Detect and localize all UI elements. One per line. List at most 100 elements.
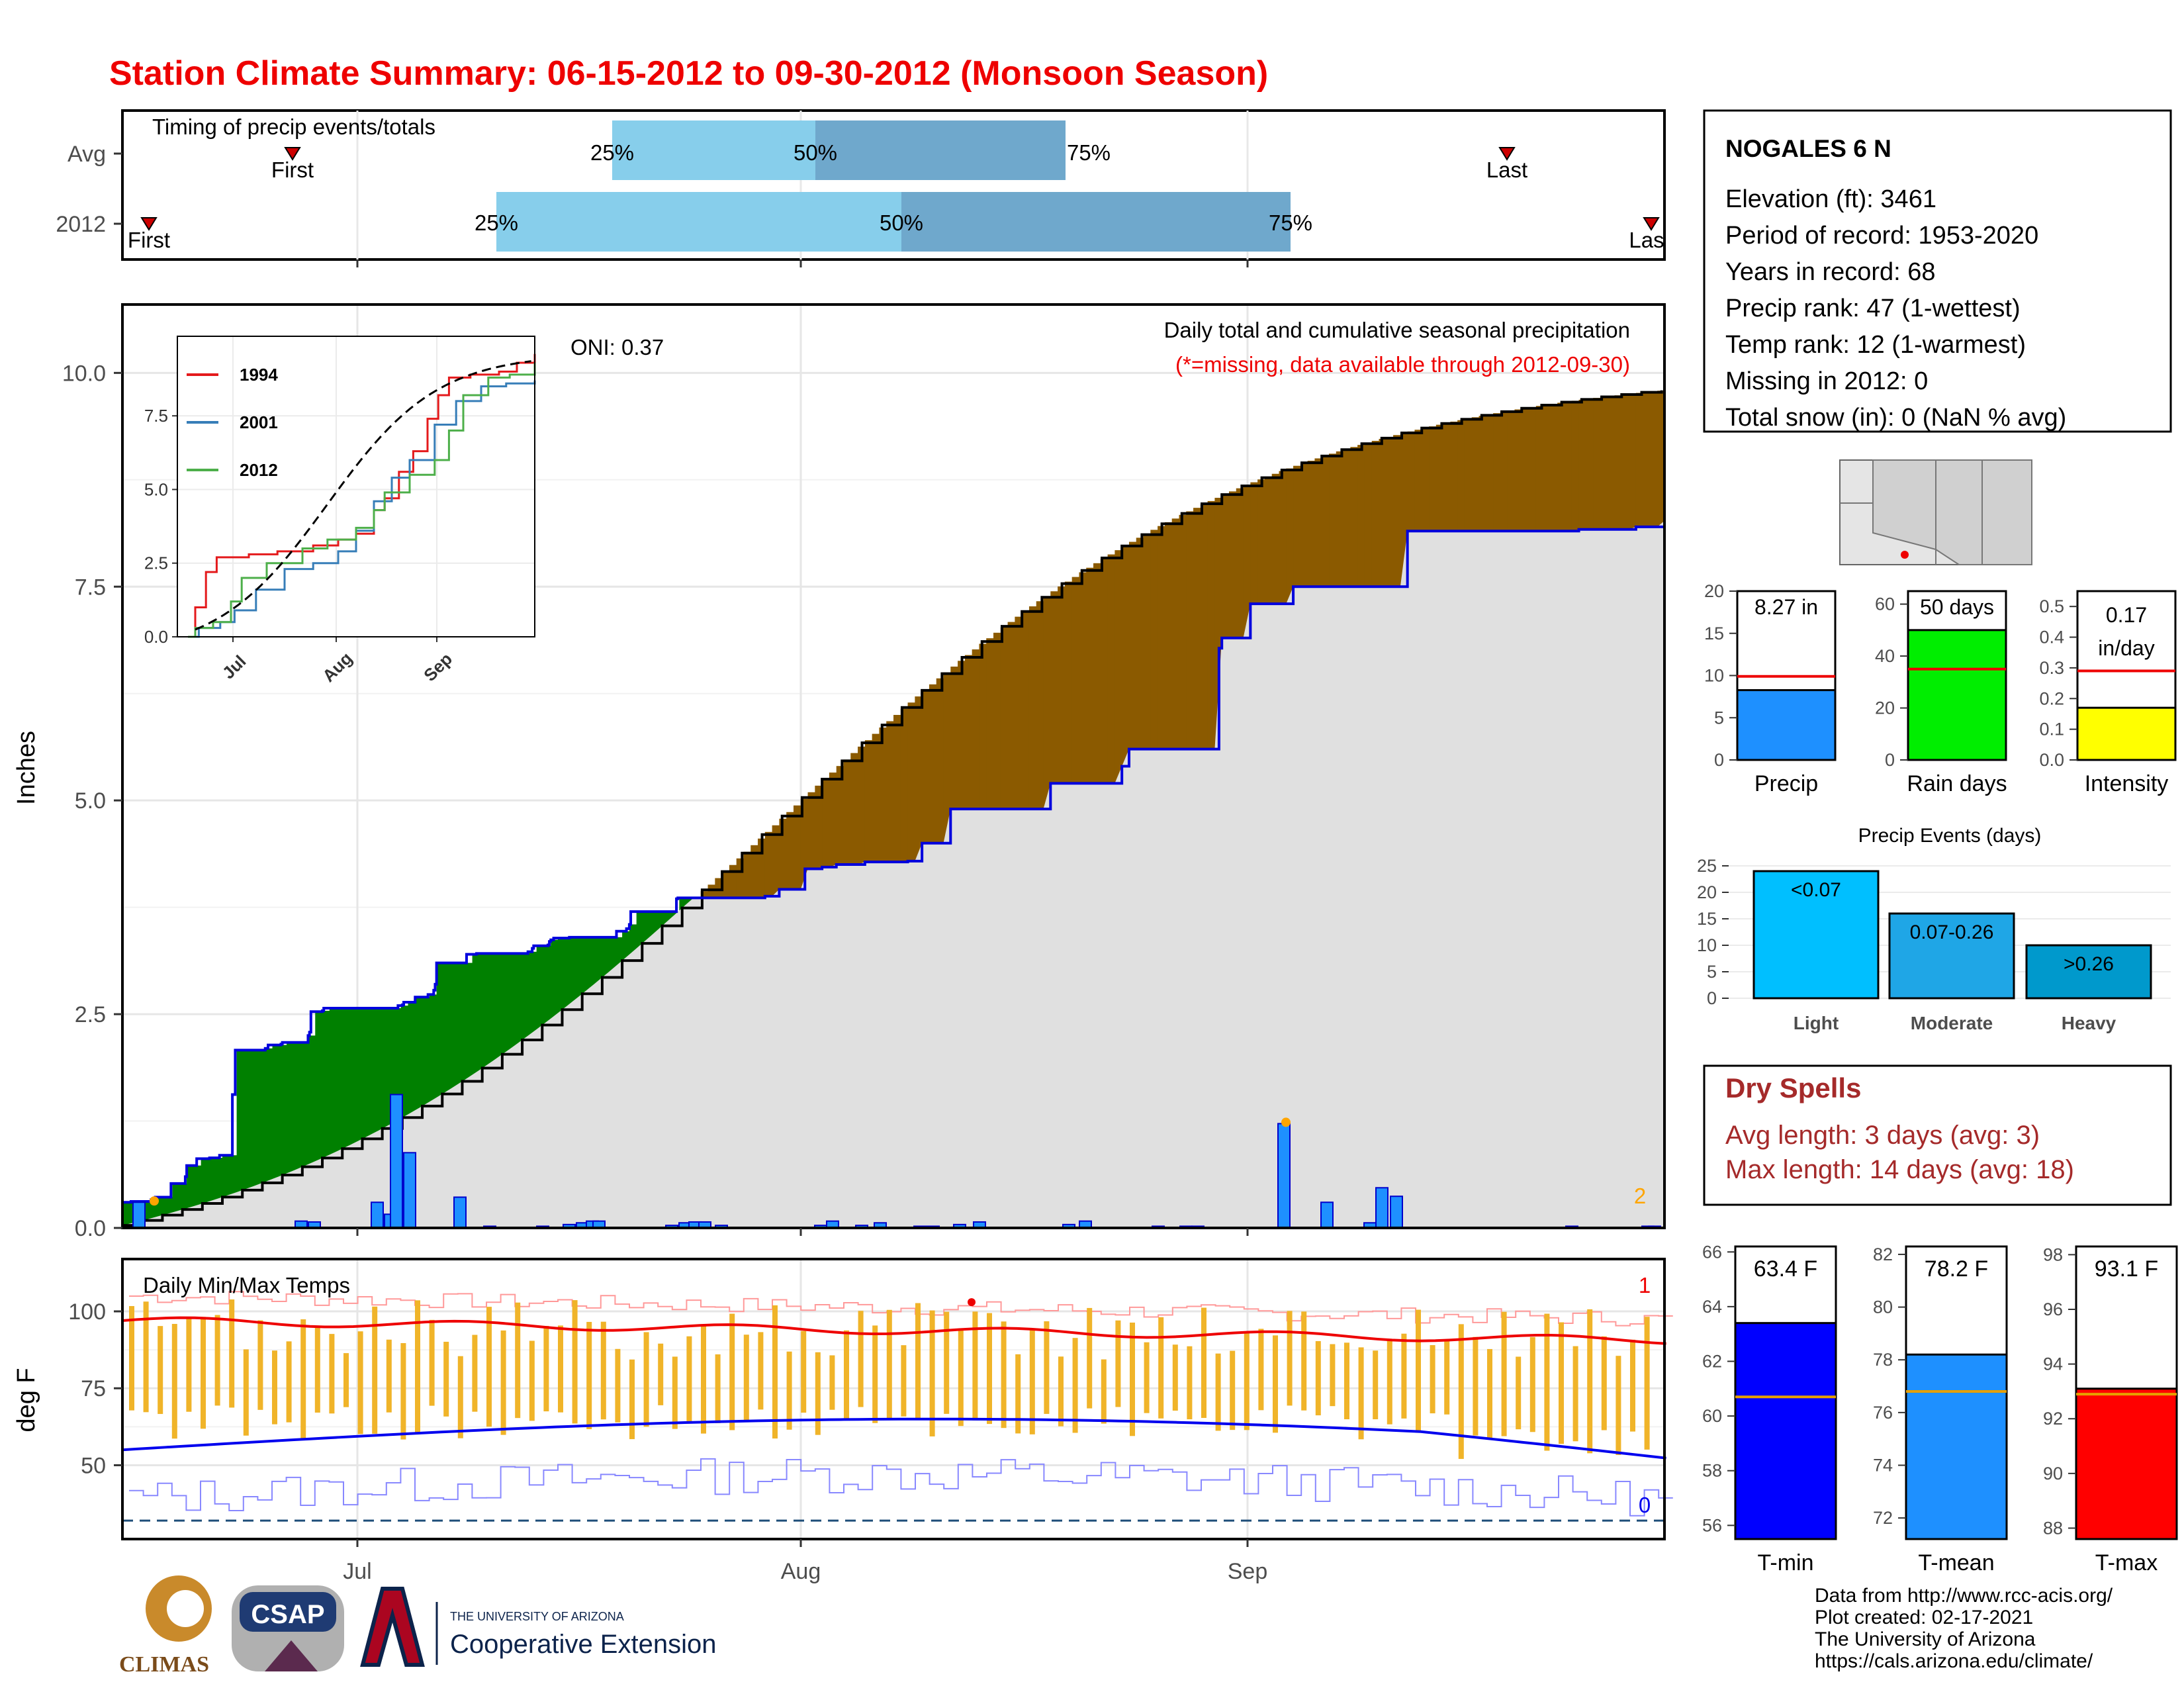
deficit-area bbox=[929, 684, 937, 843]
deficit-area bbox=[1643, 392, 1651, 527]
deficit-area bbox=[1329, 453, 1337, 587]
precip-stat-value: 8.27 in bbox=[1754, 595, 1818, 619]
deficit-area bbox=[1171, 518, 1179, 749]
deficit-area bbox=[915, 696, 923, 861]
surplus-area bbox=[229, 1155, 238, 1195]
surplus-area bbox=[201, 1158, 208, 1204]
deficit-area bbox=[922, 690, 930, 843]
deficit-area bbox=[907, 702, 915, 861]
temp-stat-tick-label: 82 bbox=[1873, 1244, 1893, 1264]
deficit-area bbox=[1450, 421, 1458, 532]
deficit-area bbox=[736, 858, 744, 898]
daily-precip-bar bbox=[1320, 1201, 1334, 1229]
daily-temp-bar bbox=[1087, 1307, 1093, 1409]
timing-panel-frame bbox=[121, 109, 1666, 261]
deficit-area bbox=[1143, 534, 1151, 749]
first-label-avg: First bbox=[271, 158, 314, 182]
surplus-area bbox=[422, 997, 430, 1106]
deficit-area bbox=[1371, 440, 1380, 587]
daily-temp-bar bbox=[1115, 1320, 1121, 1407]
daily-temp-bar bbox=[1015, 1354, 1021, 1434]
surplus-area bbox=[636, 912, 644, 949]
daily-temp-bar bbox=[672, 1356, 678, 1429]
deficit-area bbox=[1457, 420, 1465, 532]
daily-temp-bar bbox=[600, 1321, 606, 1420]
max-count-label: 2 bbox=[1634, 1184, 1646, 1208]
precip-stat-tick-label: 20 bbox=[1704, 581, 1724, 601]
temp-y-axis-label: deg F bbox=[13, 1368, 40, 1432]
daily-temp-bar bbox=[1001, 1321, 1007, 1429]
daily-temp-bar bbox=[300, 1319, 306, 1439]
events-category-label: Moderate bbox=[1911, 1013, 1993, 1033]
deficit-area bbox=[1158, 526, 1165, 749]
deficit-area bbox=[1193, 508, 1201, 749]
deficit-area bbox=[1122, 545, 1130, 767]
station-info-box bbox=[1703, 109, 2172, 433]
daily-temp-bar bbox=[415, 1300, 420, 1434]
precip-stat-tick-label: 0 bbox=[1885, 750, 1895, 770]
precip-stat-tick-label: 40 bbox=[1875, 646, 1895, 666]
surplus-area bbox=[251, 1050, 259, 1188]
record-high-marker bbox=[968, 1298, 976, 1307]
timing-2012-75: 75% bbox=[1269, 211, 1312, 235]
daily-temp-bar bbox=[944, 1311, 950, 1414]
deficit-area bbox=[1214, 497, 1222, 749]
deficit-area bbox=[1286, 468, 1294, 604]
deficit-area bbox=[1293, 465, 1301, 587]
cumulative-gray-area bbox=[122, 520, 1664, 1228]
daily-temp-bar bbox=[772, 1305, 778, 1439]
surplus-area bbox=[265, 1048, 273, 1182]
main-y-tick-label: 5.0 bbox=[75, 788, 106, 814]
daily-temp-bar bbox=[1615, 1356, 1621, 1456]
dry-spells-avg: Avg length: 3 days (avg: 3) bbox=[1725, 1121, 2040, 1150]
deficit-area bbox=[986, 638, 994, 810]
deficit-area bbox=[793, 805, 801, 890]
deficit-area bbox=[722, 871, 730, 898]
daily-temp-bar bbox=[572, 1300, 578, 1424]
daily-temp-bar bbox=[701, 1325, 706, 1434]
surplus-area bbox=[622, 931, 630, 961]
temp-chart-frame bbox=[121, 1258, 1666, 1540]
precip-stat-tick-label: 0.2 bbox=[2039, 688, 2064, 708]
daily-temp-bar bbox=[357, 1331, 363, 1434]
deficit-area bbox=[815, 785, 823, 869]
average-cumulative-line bbox=[122, 390, 1663, 1227]
deficit-area bbox=[1471, 417, 1480, 532]
inset-average-curve bbox=[195, 360, 531, 631]
temp-stat-tick-label: 58 bbox=[1702, 1461, 1722, 1481]
temp-stat-tick-label: 76 bbox=[1873, 1403, 1893, 1423]
deficit-area bbox=[1393, 435, 1401, 587]
first-marker-avg bbox=[284, 147, 301, 161]
daily-temp-bar bbox=[486, 1307, 492, 1427]
deficit-area bbox=[1079, 572, 1087, 784]
daily-precip-bar bbox=[453, 1196, 467, 1229]
daily-temp-bar bbox=[1473, 1336, 1479, 1436]
avg-tmin-line bbox=[122, 1417, 1666, 1460]
temp-stat-tick-label: 90 bbox=[2043, 1464, 2063, 1483]
deficit-area bbox=[1228, 491, 1237, 638]
surplus-area bbox=[679, 898, 687, 911]
surplus-area bbox=[144, 1201, 152, 1221]
month-tick-label: Aug bbox=[781, 1559, 821, 1584]
precip-stat-bar bbox=[1736, 689, 1837, 761]
surplus-area bbox=[393, 1008, 402, 1123]
station-info-line: Temp rank: 12 (1-warmest) bbox=[1725, 331, 2026, 359]
deficit-area bbox=[707, 884, 715, 898]
precip-stat-value: in/day bbox=[2098, 636, 2154, 660]
deficit-area bbox=[872, 733, 880, 863]
inset-legend-label: 2012 bbox=[240, 460, 278, 480]
surplus-area bbox=[643, 912, 651, 943]
precip-stat-tick-label: 10 bbox=[1704, 666, 1724, 686]
precip-stat-bar bbox=[2076, 706, 2177, 761]
temp-stat-tick-label: 60 bbox=[1702, 1406, 1722, 1426]
temp-stat-tick-label: 80 bbox=[1873, 1297, 1893, 1317]
deficit-area bbox=[993, 632, 1001, 810]
surplus-area bbox=[651, 912, 659, 936]
daily-temp-bar bbox=[1301, 1311, 1307, 1411]
deficit-area bbox=[1650, 391, 1658, 527]
daily-temp-bar bbox=[1187, 1346, 1193, 1420]
temp-y-tick-label: 50 bbox=[81, 1453, 106, 1478]
temp-stat-tick-label: 74 bbox=[1873, 1456, 1893, 1476]
precip-stat-tick-label: 20 bbox=[1875, 698, 1895, 718]
deficit-area bbox=[1307, 461, 1315, 587]
